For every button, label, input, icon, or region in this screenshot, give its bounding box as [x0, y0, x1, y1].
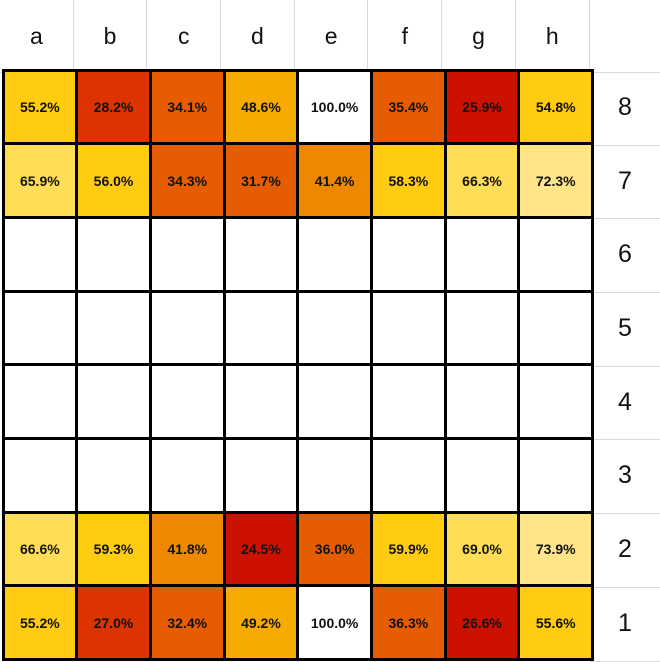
cell-h8: 54.8%	[517, 68, 595, 146]
cell-a7: 65.9%	[1, 142, 79, 219]
cell-f1: 36.3%	[370, 584, 447, 662]
cell-c3	[148, 437, 226, 514]
row-label-5: 5	[590, 291, 660, 367]
cell-h5	[517, 289, 595, 367]
cell-b4	[75, 363, 152, 440]
cell-d1: 49.2%	[222, 584, 300, 662]
column-label-a: a	[0, 0, 74, 72]
cell-c2: 41.8%	[148, 510, 226, 588]
cell-h6	[517, 215, 595, 293]
cell-b1: 27.0%	[75, 584, 152, 662]
cell-d5	[222, 289, 300, 367]
row-label-8: 8	[590, 70, 660, 146]
cell-a5	[1, 289, 79, 367]
column-label-g: g	[442, 0, 516, 72]
cell-b2: 59.3%	[75, 510, 152, 588]
cell-e2: 36.0%	[296, 510, 373, 588]
cell-b7: 56.0%	[75, 142, 152, 219]
column-label-d: d	[221, 0, 295, 72]
cell-h3	[517, 437, 595, 514]
cell-c7: 34.3%	[148, 142, 226, 219]
cell-h4	[517, 363, 595, 440]
cell-a8: 55.2%	[1, 68, 79, 146]
cell-d7: 31.7%	[222, 142, 300, 219]
row-label-4: 4	[590, 365, 660, 441]
row-label-1: 1	[590, 586, 660, 662]
cell-h7: 72.3%	[517, 142, 595, 219]
cell-f5	[370, 289, 447, 367]
column-label-e: e	[295, 0, 369, 72]
cell-a2: 66.6%	[1, 510, 79, 588]
cell-f6	[370, 215, 447, 293]
column-label-f: f	[369, 0, 443, 72]
cell-c4	[148, 363, 226, 440]
cell-g4	[443, 363, 521, 440]
cell-g5	[443, 289, 521, 367]
row-label-3: 3	[590, 439, 660, 515]
cell-a4	[1, 363, 79, 440]
cell-f3	[370, 437, 447, 514]
cell-g6	[443, 215, 521, 293]
cell-c8: 34.1%	[148, 68, 226, 146]
cell-d2: 24.5%	[222, 510, 300, 588]
cell-e5	[296, 289, 373, 367]
column-label-c: c	[147, 0, 222, 72]
cell-e8: 100.0%	[296, 68, 373, 146]
cell-b8: 28.2%	[75, 68, 152, 146]
cell-d4	[222, 363, 300, 440]
cell-c6	[148, 215, 226, 293]
cell-b5	[75, 289, 152, 367]
cell-d3	[222, 437, 300, 514]
cell-b3	[75, 437, 152, 514]
cell-g8: 25.9%	[443, 68, 521, 146]
cell-g3	[443, 437, 521, 514]
cell-h1: 55.6%	[517, 584, 595, 662]
cell-f7: 58.3%	[370, 142, 447, 219]
cell-g2: 69.0%	[443, 510, 521, 588]
cell-g7: 66.3%	[443, 142, 521, 219]
cell-d8: 48.6%	[222, 68, 300, 146]
cell-h2: 73.9%	[517, 510, 595, 588]
cell-d6	[222, 215, 300, 293]
cell-f2: 59.9%	[370, 510, 447, 588]
cell-e3	[296, 437, 373, 514]
cell-e4	[296, 363, 373, 440]
cell-c1: 32.4%	[148, 584, 226, 662]
row-label-6: 6	[590, 217, 660, 294]
cell-g1: 26.6%	[443, 584, 521, 662]
column-label-b: b	[74, 0, 148, 72]
row-label-2: 2	[590, 512, 660, 588]
cell-e1: 100.0%	[296, 584, 373, 662]
cell-e7: 41.4%	[296, 142, 373, 219]
cell-f4	[370, 363, 447, 440]
cell-e6	[296, 215, 373, 293]
cell-f8: 35.4%	[370, 68, 447, 146]
cell-b6	[75, 215, 152, 293]
row-label-7: 7	[590, 144, 660, 220]
cell-a6	[1, 215, 79, 293]
cell-a1: 55.2%	[1, 584, 79, 662]
column-label-h: h	[516, 0, 590, 72]
cell-a3	[1, 437, 79, 514]
cell-c5	[148, 289, 226, 367]
